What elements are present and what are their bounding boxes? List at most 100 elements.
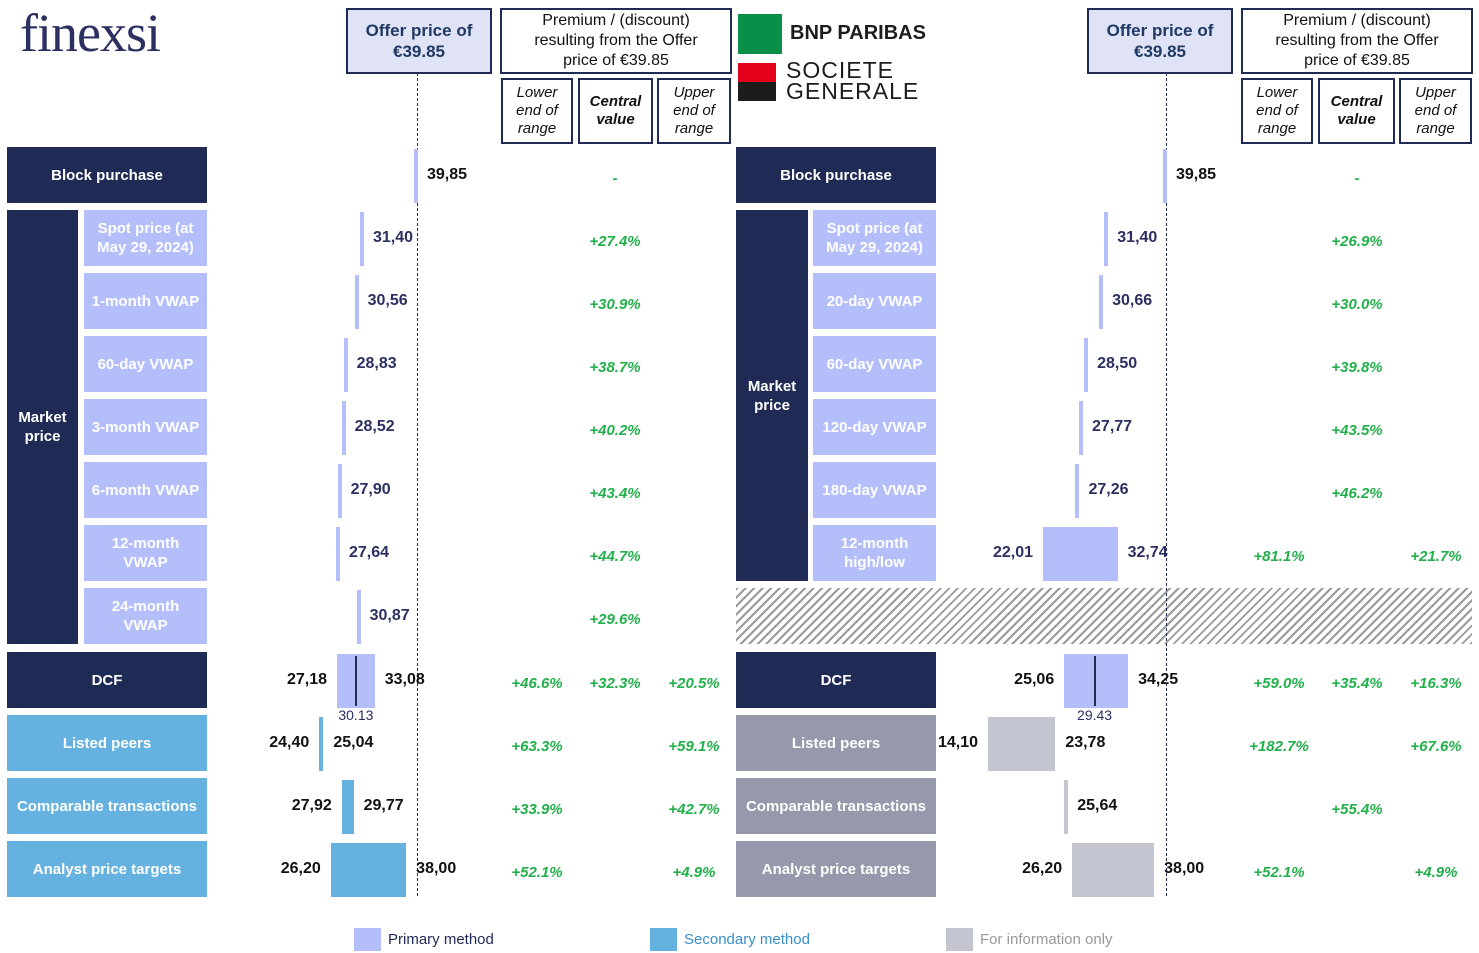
value-label: 31,40 [373, 229, 414, 246]
value-label: 28,52 [354, 418, 395, 435]
central-label: 30.13 [338, 707, 374, 723]
legend-swatch [354, 928, 381, 951]
premium-label: +44.7% [589, 548, 641, 565]
value-label: 38,00 [416, 860, 457, 877]
premium-label: +46.6% [511, 675, 563, 692]
premium-label: +52.1% [511, 864, 563, 881]
central-label: 29.43 [1077, 707, 1113, 723]
bar [337, 464, 342, 518]
premium-label: +30.9% [589, 296, 641, 313]
bar [1064, 780, 1069, 834]
legend-swatch [650, 928, 677, 951]
value-label: 31,40 [1117, 229, 1158, 246]
row-label: 24-month VWAP [84, 588, 207, 644]
offer-line [417, 73, 418, 896]
value-label: 32,74 [1127, 544, 1168, 561]
row-label: 120-day VWAP [813, 399, 936, 455]
row-label: 12-month high/low [813, 525, 936, 581]
value-label: 25,04 [333, 734, 374, 751]
bar [988, 717, 1056, 771]
sg-icon-top [738, 63, 776, 82]
value-label: 34,25 [1138, 671, 1179, 688]
legend-swatch [946, 928, 973, 951]
premium-label: +42.7% [668, 801, 720, 818]
premium-label: +40.2% [589, 422, 641, 439]
value-label: 38,00 [1164, 860, 1205, 877]
bar [1072, 843, 1155, 897]
value-label: 27,77 [1092, 418, 1133, 435]
column-header: Upper end of range [1399, 78, 1472, 144]
value-label: 24,40 [269, 734, 310, 751]
bar [1099, 275, 1104, 329]
premium-label: - [1354, 170, 1360, 187]
value-label: 23,78 [1065, 734, 1106, 751]
premium-header: Premium / (discount) resulting from the … [1241, 8, 1473, 74]
premium-label: +59.1% [668, 738, 720, 755]
premium-label: +4.9% [672, 864, 716, 881]
offer-header: Offer price of €39.85 [346, 8, 492, 74]
value-label: 25,64 [1077, 797, 1118, 814]
value-label: 28,83 [356, 355, 397, 372]
premium-label: +182.7% [1249, 738, 1309, 755]
row-label: 3-month VWAP [84, 399, 207, 455]
premium-label: +63.3% [511, 738, 563, 755]
premium-label: +30.0% [1331, 296, 1383, 313]
value-label: 30,66 [1112, 292, 1153, 309]
premium-label: - [612, 170, 618, 187]
row-label: Spot price (at May 29, 2024) [84, 210, 207, 266]
bar [1043, 527, 1118, 581]
value-label: 27,18 [287, 671, 328, 688]
row-label: Block purchase [736, 147, 936, 203]
row-label: Block purchase [7, 147, 207, 203]
premium-label: +67.6% [1410, 738, 1462, 755]
row-label: 20-day VWAP [813, 273, 936, 329]
bnp-icon [738, 14, 782, 54]
bank-name: SOCIETE GENERALE [786, 57, 920, 104]
value-label: 22,01 [992, 544, 1034, 561]
value-label: 25,06 [1014, 671, 1055, 688]
premium-label: +43.5% [1331, 422, 1383, 439]
value-label: 27,64 [348, 544, 390, 561]
bar [319, 717, 324, 771]
premium-header: Premium / (discount) resulting from the … [500, 8, 732, 74]
row-label: DCF [7, 652, 207, 708]
offer-header: Offer price of €39.85 [1087, 8, 1233, 74]
row-label: Listed peers [736, 715, 936, 771]
bar [330, 843, 407, 897]
column-header: Central value [1318, 78, 1395, 144]
logo: finexsi [20, 3, 161, 63]
row-label: 60-day VWAP [84, 336, 207, 392]
bar [1064, 654, 1129, 708]
premium-label: +32.3% [589, 675, 641, 692]
value-label: 39,85 [1176, 166, 1217, 183]
bank-name: BNP PARIBAS [790, 22, 926, 44]
row-label: Spot price (at May 29, 2024) [813, 210, 936, 266]
premium-label: +81.1% [1253, 548, 1305, 565]
premium-label: +21.7% [1410, 548, 1462, 565]
row-label: 60-day VWAP [813, 336, 936, 392]
value-label: 29,77 [363, 797, 404, 814]
value-label: 39,85 [427, 166, 468, 183]
premium-label: +39.8% [1331, 359, 1383, 376]
premium-label: +59.0% [1253, 675, 1305, 692]
row-label: 180-day VWAP [813, 462, 936, 518]
premium-label: +55.4% [1331, 801, 1383, 818]
row-label: Listed peers [7, 715, 207, 771]
legend-label: Secondary method [684, 931, 810, 948]
bar [341, 780, 354, 834]
bar [1163, 149, 1167, 203]
bar [335, 527, 340, 581]
offer-line [1166, 73, 1167, 896]
hatched-area [736, 588, 1472, 644]
row-label: 1-month VWAP [84, 273, 207, 329]
premium-label: +33.9% [511, 801, 563, 818]
legend-label: For information only [980, 931, 1113, 948]
value-label: 27,92 [291, 797, 332, 814]
column-header: Upper end of range [657, 78, 731, 144]
bar [1075, 464, 1080, 518]
row-label: 12-month VWAP [84, 525, 207, 581]
premium-label: +46.2% [1331, 485, 1383, 502]
premium-label: +16.3% [1410, 675, 1462, 692]
row-label: Analyst price targets [736, 841, 936, 897]
